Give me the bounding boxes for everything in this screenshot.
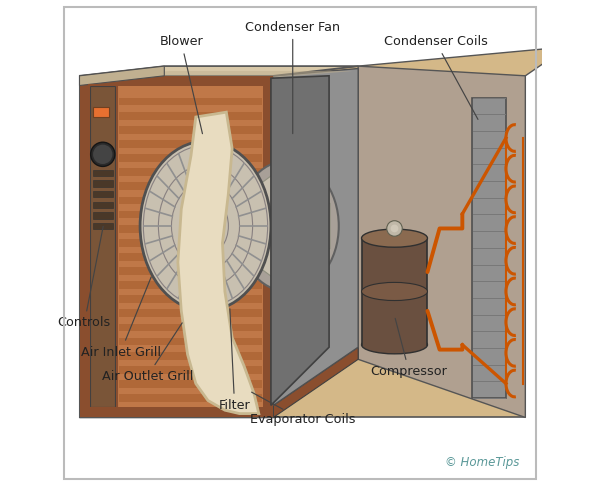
- Circle shape: [387, 221, 402, 236]
- Polygon shape: [292, 168, 325, 218]
- Ellipse shape: [237, 160, 339, 292]
- Circle shape: [93, 145, 112, 164]
- Bar: [119, 394, 262, 402]
- Bar: [119, 380, 262, 388]
- Bar: [119, 281, 262, 289]
- Bar: [119, 225, 262, 232]
- Bar: [80, 76, 274, 87]
- Bar: [119, 168, 262, 176]
- Bar: [119, 98, 262, 105]
- Ellipse shape: [362, 282, 427, 300]
- Bar: [472, 98, 506, 398]
- Polygon shape: [246, 203, 280, 249]
- Text: Evaporator Coils: Evaporator Coils: [250, 392, 355, 426]
- Ellipse shape: [195, 212, 216, 240]
- Circle shape: [391, 225, 398, 232]
- Polygon shape: [274, 69, 358, 405]
- Bar: [80, 76, 90, 417]
- Bar: [119, 366, 262, 374]
- Text: Filter: Filter: [219, 309, 250, 412]
- Polygon shape: [358, 66, 526, 417]
- Text: Air Inlet Grill: Air Inlet Grill: [80, 277, 161, 359]
- Bar: [362, 238, 427, 345]
- Ellipse shape: [140, 141, 271, 311]
- Bar: [119, 310, 262, 317]
- Text: Controls: Controls: [58, 226, 111, 330]
- Circle shape: [91, 142, 115, 166]
- Circle shape: [279, 217, 297, 235]
- Bar: [93, 107, 109, 117]
- Bar: [92, 180, 113, 187]
- Polygon shape: [274, 347, 358, 417]
- Bar: [119, 324, 262, 331]
- Bar: [119, 338, 262, 346]
- Polygon shape: [274, 76, 526, 417]
- Bar: [119, 239, 262, 246]
- Bar: [89, 85, 117, 408]
- Text: Blower: Blower: [160, 35, 203, 134]
- Bar: [90, 87, 115, 407]
- Bar: [119, 210, 262, 218]
- Bar: [119, 253, 262, 261]
- Bar: [119, 126, 262, 134]
- Bar: [119, 112, 262, 120]
- Ellipse shape: [362, 229, 427, 247]
- Polygon shape: [251, 235, 284, 284]
- Bar: [119, 154, 262, 162]
- Bar: [92, 223, 113, 229]
- Polygon shape: [80, 359, 358, 417]
- Text: Condenser Coils: Condenser Coils: [384, 35, 488, 120]
- Polygon shape: [85, 71, 353, 78]
- Bar: [119, 295, 262, 303]
- Polygon shape: [296, 203, 330, 249]
- Bar: [119, 267, 262, 275]
- Ellipse shape: [362, 336, 427, 354]
- Circle shape: [283, 222, 292, 231]
- Polygon shape: [178, 112, 259, 414]
- Polygon shape: [271, 76, 329, 405]
- Polygon shape: [80, 66, 358, 76]
- Bar: [92, 202, 113, 208]
- Bar: [263, 76, 274, 417]
- Bar: [119, 140, 262, 148]
- Polygon shape: [164, 66, 358, 359]
- Bar: [92, 170, 113, 176]
- Text: © HomeTips: © HomeTips: [445, 455, 519, 469]
- Bar: [118, 87, 263, 407]
- Bar: [119, 182, 262, 190]
- Bar: [119, 196, 262, 204]
- Bar: [92, 191, 113, 197]
- Text: Compressor: Compressor: [371, 318, 448, 378]
- Bar: [92, 212, 113, 219]
- Text: Condenser Fan: Condenser Fan: [245, 21, 340, 134]
- Bar: [119, 352, 262, 360]
- Bar: [80, 407, 274, 417]
- Polygon shape: [292, 235, 325, 284]
- Polygon shape: [80, 66, 164, 86]
- Polygon shape: [80, 76, 274, 417]
- Ellipse shape: [200, 218, 211, 234]
- Text: Air Outlet Grill: Air Outlet Grill: [101, 323, 193, 383]
- Polygon shape: [251, 168, 284, 218]
- Polygon shape: [274, 47, 568, 76]
